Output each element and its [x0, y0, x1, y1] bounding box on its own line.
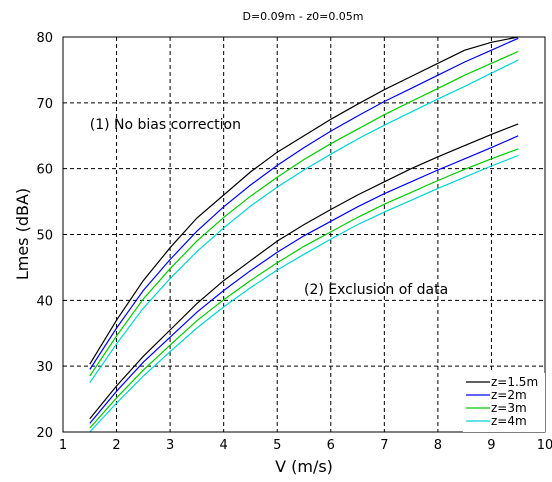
series-line-2 [89, 50, 519, 377]
annotation-no-bias-correction: (1) No bias correction [90, 117, 241, 133]
legend-label-z-4m: z=4m [491, 414, 527, 428]
x-tick-label-2: 3 [166, 438, 174, 453]
series-line-0 [89, 36, 519, 365]
legend-label-z-2m: z=2m [491, 388, 527, 402]
x-tick-label-7: 8 [434, 438, 442, 453]
x-tick-label-3: 4 [220, 438, 228, 453]
legend-box [463, 373, 545, 432]
y-axis-label: Lmes (dBA) [13, 188, 32, 280]
x-tick-label-0: 1 [59, 438, 67, 453]
x-tick-label-9: 10 [537, 438, 552, 453]
y-tick-label-5: 70 [36, 97, 53, 112]
x-tick-label-8: 9 [487, 438, 495, 453]
series-line-6 [89, 148, 519, 429]
legend-label-z-1-5m: z=1.5m [491, 375, 538, 389]
series-line-7 [89, 154, 519, 433]
chart-title: D=0.09m - z0=0.05m [242, 10, 363, 23]
y-tick-label-4: 60 [36, 163, 53, 178]
y-tick-label-2: 40 [36, 294, 53, 309]
x-tick-label-1: 2 [112, 438, 120, 453]
x-axis-label: V (m/s) [275, 457, 333, 476]
y-tick-labels: 20 30 40 50 60 70 80 [36, 31, 53, 441]
series-layer [89, 36, 519, 433]
series-line-3 [89, 59, 519, 383]
legend-label-z-3m: z=3m [491, 401, 527, 415]
grid [63, 37, 545, 432]
series-line-4 [89, 123, 519, 420]
series-line-1 [89, 37, 519, 370]
annotation-exclusion-of-data: (2) Exclusion of data [304, 282, 448, 298]
y-tick-label-1: 30 [36, 360, 53, 375]
x-tick-label-6: 7 [380, 438, 388, 453]
plot-frame [62, 36, 546, 433]
y-tick-label-0: 20 [36, 426, 53, 441]
series-line-5 [89, 135, 519, 424]
x-tick-label-4: 5 [273, 438, 281, 453]
y-tick-label-3: 50 [36, 229, 53, 244]
y-tick-label-6: 80 [36, 31, 53, 46]
x-tick-label-5: 6 [327, 438, 335, 453]
x-tick-labels: 1 2 3 4 5 6 7 8 9 10 [59, 438, 552, 453]
legend: z=1.5m z=2m z=3m z=4m [463, 373, 545, 432]
